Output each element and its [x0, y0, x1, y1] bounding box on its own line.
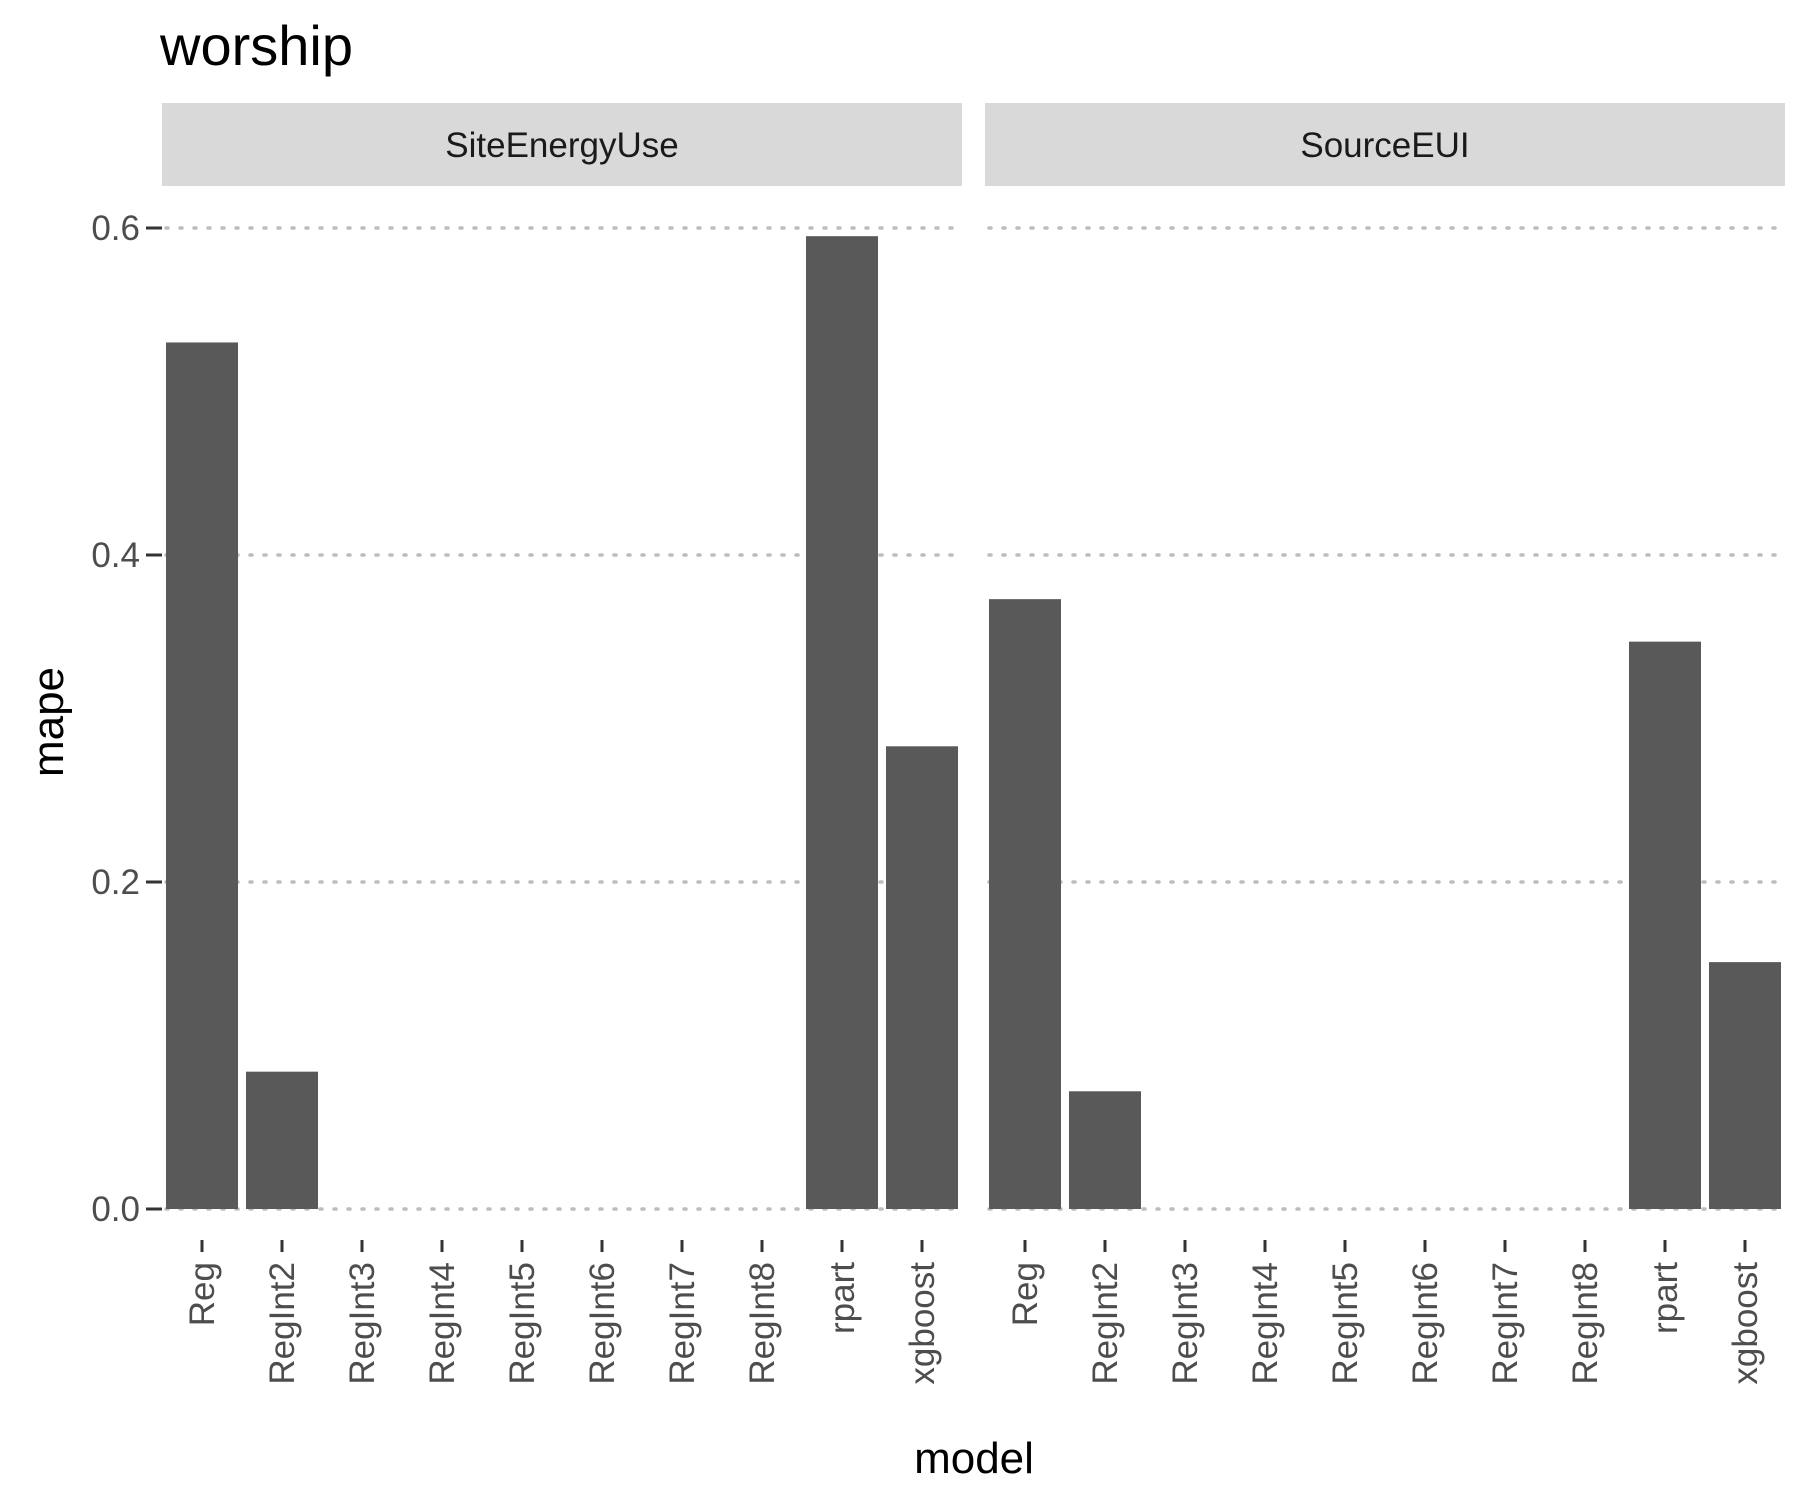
facet-strip-label-1: SiteEnergyUse	[445, 126, 678, 165]
x-axis-title: model	[914, 1434, 1034, 1483]
x-tick-label-p2-1: RegInt2	[1086, 1262, 1125, 1385]
bar-SourceEUI-RegInt2	[1069, 1091, 1141, 1209]
y-axis: 0.0 0.2 0.4 0.6	[91, 209, 162, 1229]
x-tick-label-p2-4: RegInt5	[1326, 1262, 1365, 1385]
bars	[166, 236, 1781, 1210]
y-tick-label-3: 0.6	[91, 209, 140, 248]
bar-SourceEUI-Reg	[989, 599, 1061, 1209]
y-tick-label-0: 0.0	[91, 1190, 140, 1229]
x-tick-label-p1-5: RegInt6	[583, 1262, 622, 1385]
x-tick-label-p2-9: xgboost	[1726, 1262, 1765, 1385]
bar-SourceEUI-rpart	[1629, 641, 1701, 1209]
bar-SiteEnergyUse-rpart	[806, 236, 878, 1210]
x-tick-label-p1-2: RegInt3	[343, 1262, 382, 1385]
chart-title: worship	[159, 14, 353, 77]
facet-strip-1	[162, 103, 962, 186]
x-tick-label-p2-7: RegInt8	[1566, 1262, 1605, 1385]
facet-strip-2	[985, 103, 1785, 186]
bar-SiteEnergyUse-RegInt2	[246, 1071, 318, 1209]
y-axis-title: mape	[24, 667, 73, 777]
gridlines	[164, 226, 1783, 1211]
x-tick-label-p1-0: Reg	[183, 1262, 222, 1326]
facet-strips: SiteEnergyUse SourceEUI	[162, 103, 1785, 186]
x-tick-label-p2-6: RegInt7	[1486, 1262, 1525, 1385]
bar-SourceEUI-xgboost	[1709, 962, 1781, 1209]
bar-SiteEnergyUse-xgboost	[886, 746, 958, 1209]
x-tick-label-p1-9: xgboost	[903, 1262, 942, 1385]
x-tick-label-p1-7: RegInt8	[743, 1262, 782, 1385]
bar-SiteEnergyUse-Reg	[166, 342, 238, 1209]
x-tick-label-p1-1: RegInt2	[263, 1262, 302, 1385]
x-tick-label-p2-3: RegInt4	[1246, 1262, 1285, 1385]
x-tick-label-p1-8: rpart	[823, 1262, 862, 1334]
y-tick-label-2: 0.4	[91, 536, 140, 575]
x-tick-label-p1-6: RegInt7	[663, 1262, 702, 1385]
y-tick-label-1: 0.2	[91, 863, 140, 902]
facet-strip-label-2: SourceEUI	[1300, 126, 1469, 165]
x-tick-label-p2-5: RegInt6	[1406, 1262, 1445, 1385]
x-axis: Reg RegInt2 RegInt3 RegInt4 RegInt5 RegInt6 Re…	[183, 1240, 1765, 1385]
x-tick-label-p2-2: RegInt3	[1166, 1262, 1205, 1385]
x-tick-label-p1-4: RegInt5	[503, 1262, 542, 1385]
x-tick-label-p1-3: RegInt4	[423, 1262, 462, 1385]
x-tick-label-p2-8: rpart	[1646, 1262, 1685, 1334]
x-tick-label-p2-0: Reg	[1006, 1262, 1045, 1326]
